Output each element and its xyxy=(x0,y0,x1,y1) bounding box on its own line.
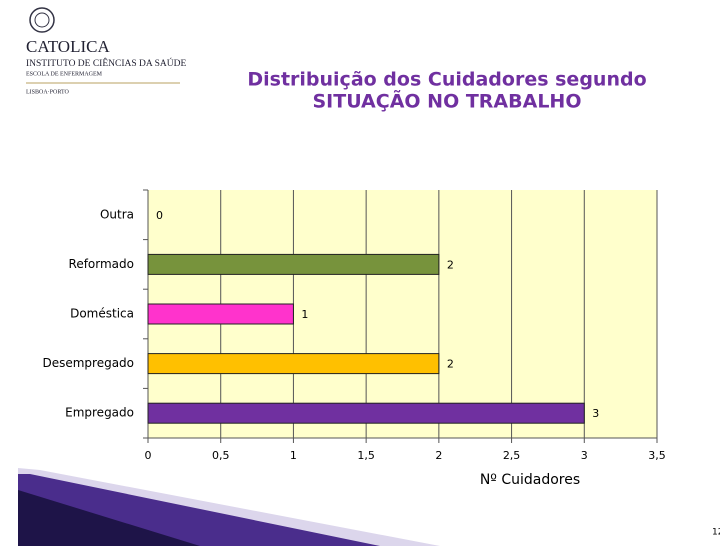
brand: CATOLICA xyxy=(26,37,110,56)
y-tick-label: Doméstica xyxy=(70,307,134,321)
value-label: 3 xyxy=(592,407,599,420)
x-tick-label: 2,5 xyxy=(503,449,521,462)
x-tick-label: 3 xyxy=(581,449,588,462)
bar xyxy=(147,303,294,325)
y-tick-label: Outra xyxy=(100,207,134,221)
x-tick-label: 0,5 xyxy=(212,449,230,462)
decor-swoosh xyxy=(18,490,200,546)
bar xyxy=(147,353,440,375)
bar xyxy=(147,402,585,424)
page-number: 12 xyxy=(712,528,720,538)
y-tick-label: Reformado xyxy=(69,257,134,271)
x-axis-title: Nº Cuidadores xyxy=(480,472,580,488)
x-tick-label: 1 xyxy=(290,449,297,462)
bar xyxy=(147,253,440,275)
logo-emblem xyxy=(29,7,55,33)
x-tick-label: 3,5 xyxy=(648,449,666,462)
school: ESCOLA DE ENFERMAGEM xyxy=(26,71,103,77)
value-label: 2 xyxy=(447,358,454,371)
city: LISBOA·PORTO xyxy=(26,89,70,95)
value-label: 0 xyxy=(156,209,163,222)
y-tick-label: Desempregado xyxy=(42,356,134,370)
x-tick-label: 2 xyxy=(435,449,442,462)
institute: INSTITUTO DE CIÊNCIAS DA SAÚDE xyxy=(26,57,186,69)
x-tick-label: 0 xyxy=(145,449,152,462)
y-tick-label: Empregado xyxy=(65,406,134,420)
logo-emblem-inner xyxy=(34,12,50,28)
chart-title: SITUAÇÃO NO TRABALHO xyxy=(313,89,582,113)
value-label: 1 xyxy=(301,308,308,321)
value-label: 2 xyxy=(447,258,454,271)
x-tick-label: 1,5 xyxy=(357,449,375,462)
chart-title: Distribuição dos Cuidadores segundo xyxy=(247,69,646,91)
